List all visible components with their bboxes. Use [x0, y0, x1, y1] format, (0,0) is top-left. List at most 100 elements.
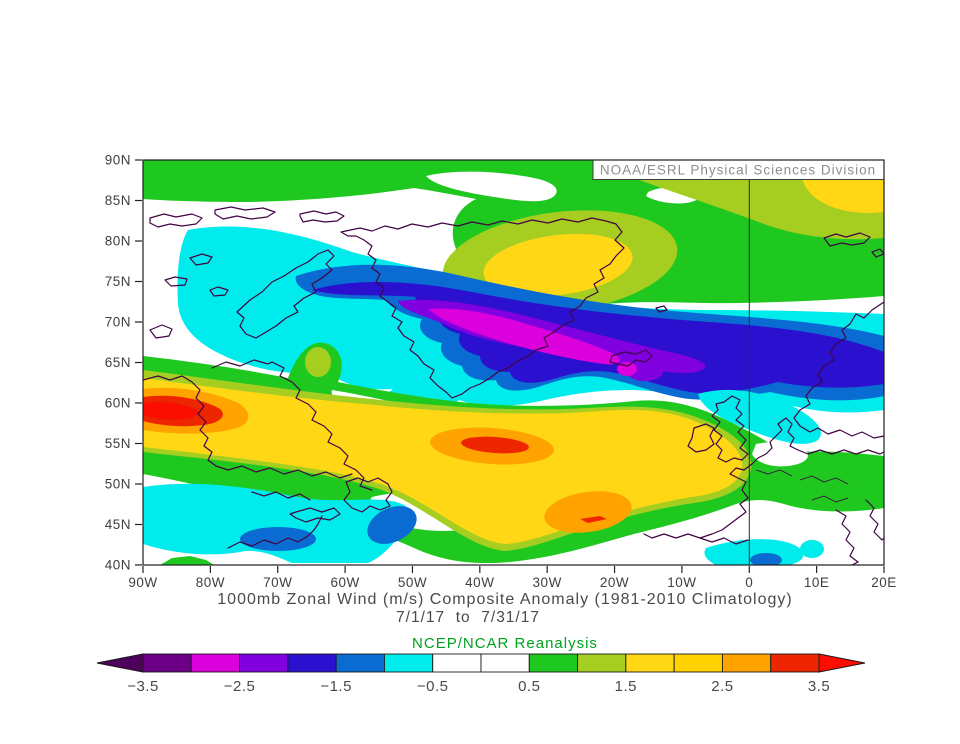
coast-ireland [687, 423, 715, 453]
colorbar-tick-label: 0.5 [518, 678, 540, 695]
fill-magenta-iceland-tip [617, 362, 637, 376]
lon-tick-label: 40W [465, 575, 494, 590]
lon-tick-label: 50W [398, 575, 427, 590]
longitude-axis: 90W 80W 70W 60W 50W 40W 30W 20W 10W 0 10E 20E [128, 566, 896, 590]
border-europe-2 [799, 475, 849, 485]
colorbar-segment [480, 653, 530, 673]
border-europe-1 [755, 469, 793, 477]
coast-balkans [865, 499, 884, 541]
colorbar-left-arrow [96, 653, 144, 673]
coast-arctic-island-1 [149, 213, 203, 228]
lon-tick-label: 90W [128, 575, 157, 590]
lat-tick-label: 80N [105, 234, 131, 249]
colorbar-segment [673, 653, 723, 673]
colorbar-right-arrow [818, 653, 866, 673]
fill-gold-greenland-sea [483, 233, 633, 297]
coast-lowlands-baltic [751, 417, 884, 465]
lat-tick-label: 40N [105, 558, 131, 573]
coast-italy [835, 509, 859, 565]
chart-subtitle: 7/1/17 to 7/31/17 [396, 609, 540, 626]
fill-mediumblue-mediterranean [750, 553, 782, 565]
coast-arctic-island-6 [209, 286, 229, 297]
lon-tick-label: 20E [871, 575, 897, 590]
fill-mediumblue-newfoundland-south [367, 506, 417, 544]
coast-newfoundland [343, 477, 393, 513]
fill-white-sliver-mid [426, 171, 557, 202]
fill-white-notch-4 [801, 427, 884, 452]
colorbar-segment [190, 653, 241, 673]
fill-cyan-north-sea [698, 389, 822, 444]
fill-magenta-core [428, 308, 620, 365]
coast-arctic-island-2 [214, 206, 276, 220]
coast-labrador [271, 361, 373, 491]
colorbar-segment [721, 653, 772, 673]
coast-hudson-east-shore [143, 375, 353, 479]
coast-arctic-island-5 [164, 276, 188, 287]
coast-iceland [609, 349, 653, 367]
chart-title: 1000mb Zonal Wind (m/s) Composite Anomal… [217, 591, 792, 608]
colorbar-tick-label: −0.5 [417, 678, 449, 695]
lat-tick-label: 55N [105, 436, 131, 451]
colorbar-tick-label: 3.5 [808, 678, 830, 695]
colorbar-segment [142, 653, 192, 673]
coast-jan-mayen [655, 305, 668, 313]
fill-cyan-med-east [800, 540, 824, 558]
coast-arctic-island-3 [299, 210, 345, 223]
fill-yellowgreen-sw-greenland [305, 347, 331, 377]
colorbar-segment [287, 653, 337, 673]
colorbar-segment [625, 653, 675, 673]
colorbar-tick-label: −3.5 [127, 678, 159, 695]
lon-tick-label: 0 [745, 575, 753, 590]
colorbar-tick-label: −2.5 [224, 678, 256, 695]
lat-tick-label: 75N [105, 274, 131, 289]
lon-tick-label: 10W [667, 575, 696, 590]
coast-britain [711, 395, 749, 463]
coast-greenland [340, 217, 625, 399]
attribution-label: NOAA/ESRL Physical Sciences Division [600, 163, 876, 178]
fill-red-midatlantic [461, 436, 529, 454]
colorbar-segment [528, 653, 579, 673]
colorbar-segment [239, 653, 289, 673]
attribution-box: NOAA/ESRL Physical Sciences Division [592, 159, 885, 180]
chart-source: NCEP/NCAR Reanalysis [412, 635, 598, 652]
lon-tick-label: 70W [263, 575, 292, 590]
coast-new-england [227, 515, 323, 549]
coast-nova-scotia [289, 507, 341, 523]
colorbar-segment [770, 653, 820, 673]
fill-orange-ne-atlantic [544, 491, 632, 533]
lon-tick-label: 10E [804, 575, 830, 590]
colorbar: −3.5 −2.5 −1.5 −0.5 0.5 1.5 2.5 3.5 [96, 653, 866, 695]
lat-tick-label: 50N [105, 477, 131, 492]
colorbar-segment [432, 653, 482, 673]
lon-tick-label: 60W [330, 575, 359, 590]
fill-green-bottom-left-sliver [160, 556, 214, 565]
lon-tick-label: 80W [196, 575, 225, 590]
colorbar-tick-label: −1.5 [320, 678, 352, 695]
fill-mediumblue-novascotia [240, 527, 316, 551]
coast-france-iberia [643, 463, 753, 539]
colorbar-segment [335, 653, 385, 673]
colorbar-tick-label: 2.5 [711, 678, 733, 695]
coast-south-france [699, 537, 749, 545]
lat-tick-label: 70N [105, 315, 131, 330]
lat-tick-label: 85N [105, 193, 131, 208]
coast-svalbard [823, 232, 871, 247]
lat-tick-label: 65N [105, 355, 131, 370]
lon-tick-label: 30W [533, 575, 562, 590]
colorbar-segment [577, 653, 627, 673]
lat-tick-label: 90N [105, 153, 131, 168]
coastlines [143, 206, 884, 565]
coast-st-lawrence [251, 491, 311, 501]
coast-baffin-island [236, 249, 335, 339]
colorbar-tick-label: 1.5 [615, 678, 637, 695]
lat-tick-label: 60N [105, 396, 131, 411]
coast-svalbard-east [871, 248, 884, 258]
contour-fills [143, 160, 884, 565]
fill-brightred-hudson-core [143, 401, 199, 420]
colorbar-segment [383, 653, 434, 673]
map-frame [142, 159, 885, 566]
coast-arctic-island-4 [189, 253, 213, 266]
latitude-axis: 90N 85N 80N 75N 70N 65N 60N 55N 50N 45N 40N [105, 153, 142, 573]
